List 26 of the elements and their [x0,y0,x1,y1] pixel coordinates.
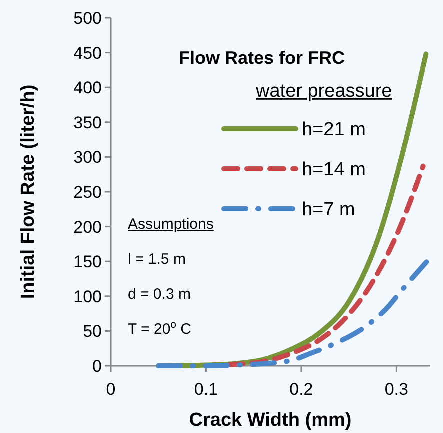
annotation: l = 1.5 m [128,251,186,268]
x-tick-label: 0.3 [384,380,408,399]
x-tick-label: 0.1 [194,380,218,399]
y-tick-label: 500 [74,8,102,28]
annotation: Assumptions [128,216,214,233]
y-tick-label: 400 [74,78,102,98]
x-tick-label: 0 [106,380,116,399]
legend-label: h=7 m [302,200,356,221]
y-tick-label: 0 [92,356,102,376]
legend-title: water preassure [255,81,392,102]
y-tick-label: 250 [74,182,102,202]
y-tick-label: 200 [74,218,102,237]
y-tick-label: 150 [74,252,102,272]
legend-label: h=14 m [302,160,366,181]
text: Flow Rates for FRC [178,48,346,68]
y-axis-title: Initial Flow Rate (liter/h) [18,84,39,300]
y-tick-label: 350 [74,113,102,132]
y-tick-label: 450 [74,44,102,63]
annotation: T = 20$^{o}$ C [128,319,192,338]
x-axis-title: Crack Width (mm) [189,410,352,431]
y-tick-label: 100 [74,287,102,306]
y-tick-label: 50 [83,322,102,342]
legend-label: h=21 m [302,120,366,141]
y-tick-label: 300 [74,148,102,168]
x-tick-label: 0.2 [290,380,314,399]
annotation: d = 0.3 m [128,286,191,303]
